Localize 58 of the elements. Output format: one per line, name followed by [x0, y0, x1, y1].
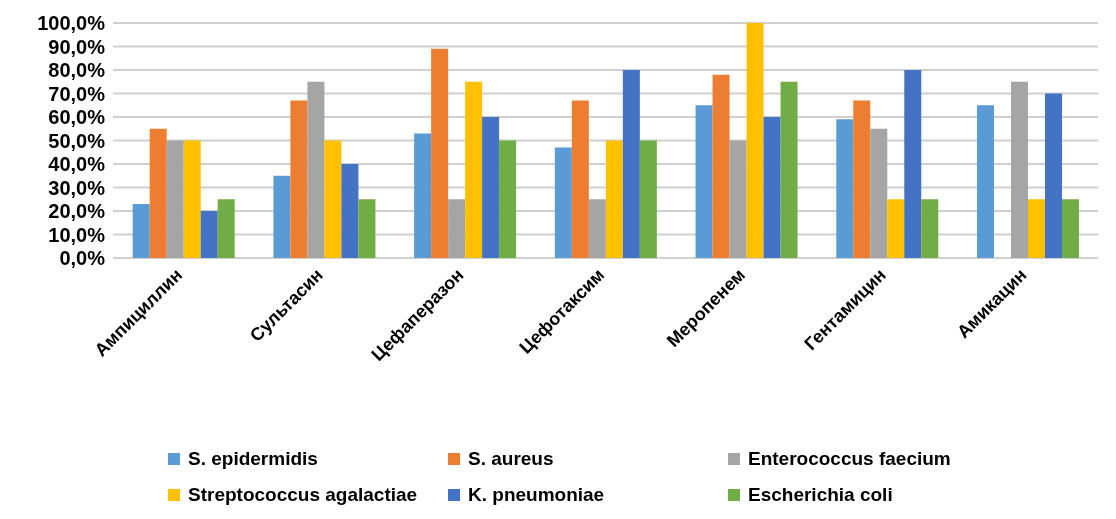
bar: [499, 140, 517, 258]
bar: [431, 48, 449, 258]
bar: [414, 133, 432, 258]
bar: [166, 140, 184, 258]
bar: [307, 81, 325, 258]
bar: [639, 140, 657, 258]
bar: [448, 199, 466, 258]
y-tick-label: 10,0%: [48, 223, 106, 246]
bar: [132, 203, 150, 258]
bar: [1044, 93, 1062, 258]
bar: [605, 140, 623, 258]
bar: [482, 117, 500, 258]
bar: [217, 199, 235, 258]
bar: [554, 147, 572, 258]
bar: [290, 100, 308, 258]
bar: [836, 119, 854, 258]
bar: [588, 199, 606, 258]
bar: [887, 199, 905, 258]
bar: [763, 117, 781, 258]
bar: [1010, 81, 1028, 258]
bar: [695, 105, 713, 258]
legend-label: K. pneumoniae: [468, 484, 605, 506]
bar: [273, 175, 291, 258]
legend-label: S. aureus: [468, 448, 554, 470]
bar: [149, 128, 167, 258]
bar: [870, 128, 888, 258]
bar: [324, 140, 342, 258]
bar: [341, 164, 359, 258]
y-tick-label: 70,0%: [48, 82, 106, 105]
y-tick-label: 40,0%: [48, 153, 106, 176]
y-tick-label: 30,0%: [48, 176, 106, 199]
y-tick-label: 0,0%: [59, 247, 106, 270]
legend-label: Streptococcus agalactiae: [188, 484, 418, 506]
bar: [780, 81, 798, 258]
y-tick-label: 20,0%: [48, 200, 106, 223]
bar: [976, 105, 994, 258]
bar: [921, 199, 939, 258]
legend-label: Enterococcus faecium: [748, 448, 951, 470]
bar: [1061, 199, 1079, 258]
y-tick-label: 50,0%: [48, 129, 106, 152]
y-tick-label: 80,0%: [48, 59, 106, 82]
y-tick-label: 60,0%: [48, 106, 106, 129]
bar: [904, 70, 922, 258]
bar: [358, 199, 376, 258]
bar: [1027, 199, 1045, 258]
bar: [729, 140, 747, 258]
y-tick-label: 100,0%: [37, 12, 106, 35]
bar: [712, 74, 730, 258]
bar: [622, 70, 640, 258]
bar: [183, 140, 201, 258]
bar: [571, 100, 589, 258]
legend-label: Escherichia coli: [748, 484, 893, 506]
bar: [465, 81, 483, 258]
legend-label: S. epidermidis: [188, 448, 318, 470]
bar: [200, 211, 218, 258]
y-tick-label: 90,0%: [48, 35, 106, 58]
bar: [853, 100, 871, 258]
bar: [746, 23, 764, 258]
